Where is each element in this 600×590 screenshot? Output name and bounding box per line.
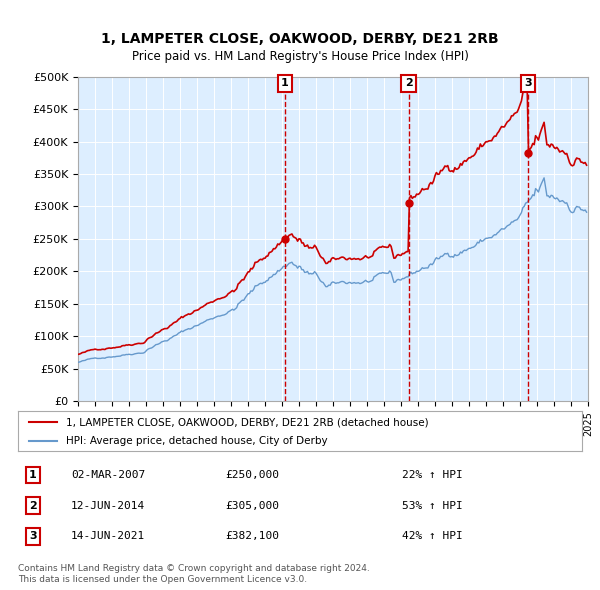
Text: 2: 2 (29, 501, 37, 510)
Text: 3: 3 (29, 532, 37, 541)
Text: 02-MAR-2007: 02-MAR-2007 (71, 470, 145, 480)
Text: £250,000: £250,000 (225, 470, 279, 480)
Text: 2: 2 (405, 78, 413, 88)
Text: 53% ↑ HPI: 53% ↑ HPI (402, 501, 463, 510)
Text: 14-JUN-2021: 14-JUN-2021 (71, 532, 145, 541)
Text: £305,000: £305,000 (225, 501, 279, 510)
Text: This data is licensed under the Open Government Licence v3.0.: This data is licensed under the Open Gov… (18, 575, 307, 584)
Text: 22% ↑ HPI: 22% ↑ HPI (402, 470, 463, 480)
Text: 12-JUN-2014: 12-JUN-2014 (71, 501, 145, 510)
Text: Price paid vs. HM Land Registry's House Price Index (HPI): Price paid vs. HM Land Registry's House … (131, 50, 469, 63)
Text: 42% ↑ HPI: 42% ↑ HPI (402, 532, 463, 541)
Text: £382,100: £382,100 (225, 532, 279, 541)
Text: 1, LAMPETER CLOSE, OAKWOOD, DERBY, DE21 2RB (detached house): 1, LAMPETER CLOSE, OAKWOOD, DERBY, DE21 … (66, 418, 428, 428)
Text: 1, LAMPETER CLOSE, OAKWOOD, DERBY, DE21 2RB: 1, LAMPETER CLOSE, OAKWOOD, DERBY, DE21 … (101, 32, 499, 47)
Text: 3: 3 (524, 78, 532, 88)
Text: 1: 1 (29, 470, 37, 480)
Text: Contains HM Land Registry data © Crown copyright and database right 2024.: Contains HM Land Registry data © Crown c… (18, 565, 370, 573)
Text: 1: 1 (281, 78, 289, 88)
Text: HPI: Average price, detached house, City of Derby: HPI: Average price, detached house, City… (66, 437, 328, 446)
